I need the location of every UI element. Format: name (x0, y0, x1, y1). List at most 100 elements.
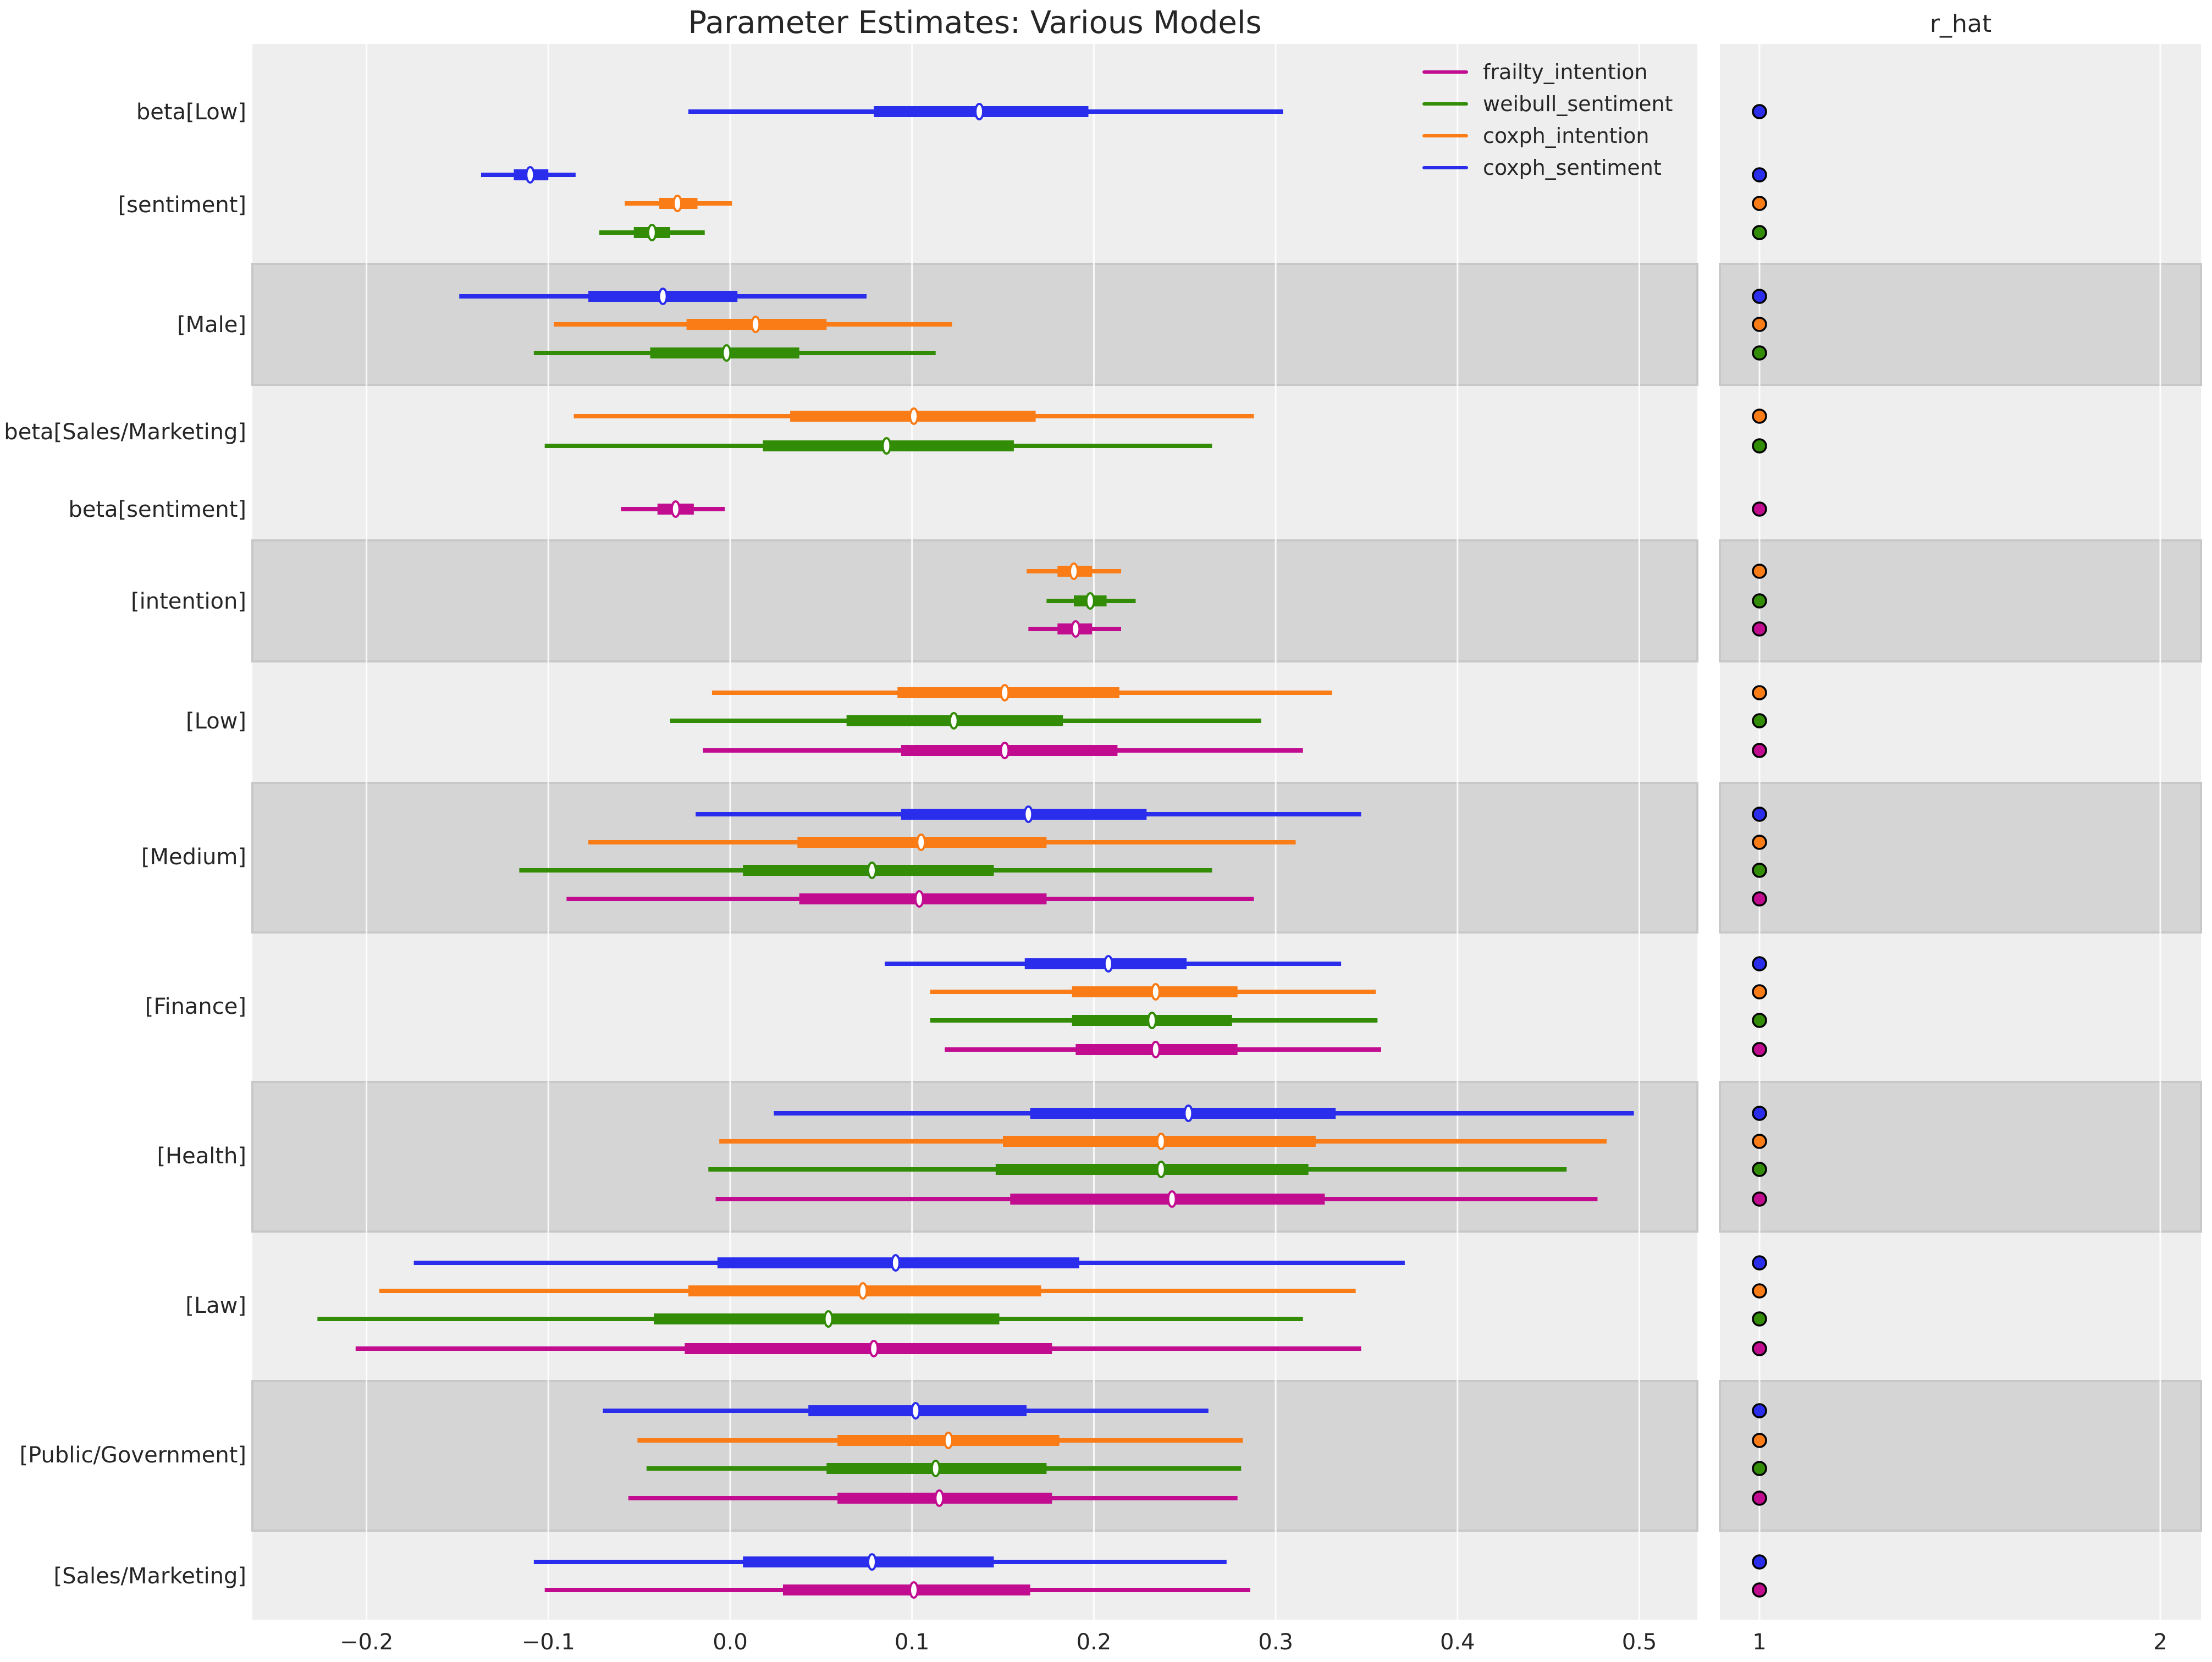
rhat-point-coxph_intention (1752, 564, 1767, 579)
median-marker (934, 1489, 945, 1507)
median-marker (930, 1460, 941, 1477)
rhat-point-weibull_sentiment (1752, 713, 1767, 728)
median-marker (1150, 983, 1161, 1001)
median-marker (867, 1553, 877, 1571)
legend: frailty_intention weibull_sentiment coxph_… (1422, 60, 1673, 180)
median-marker (658, 288, 668, 305)
x-tick-label: 0.3 (1258, 1630, 1293, 1655)
interval-frailty_intention (621, 500, 725, 518)
x-tick-label: 0.2 (1077, 1630, 1112, 1655)
rhat-point-weibull_sentiment (1752, 225, 1767, 240)
legend-item-coxph_sentiment: coxph_sentiment (1422, 156, 1662, 180)
interval-coxph_intention (711, 684, 1332, 702)
interval-frailty_intention (703, 742, 1303, 759)
interval-coxph_intention (637, 1432, 1243, 1449)
shaded-band (251, 1081, 1698, 1233)
interval-coxph_sentiment (481, 166, 576, 184)
rhat-point-frailty_intention (1752, 1582, 1767, 1598)
interval-weibull_sentiment (646, 1460, 1242, 1477)
y-label: [Medium] (141, 844, 246, 870)
rhat-point-coxph_sentiment (1752, 956, 1767, 971)
rhat-point-coxph_intention (1752, 196, 1767, 211)
median-marker (909, 1581, 919, 1599)
shaded-band (251, 782, 1698, 934)
x-tick-label: 0.1 (895, 1630, 930, 1655)
rhat-point-coxph_intention (1752, 984, 1767, 1000)
rhat-point-weibull_sentiment (1752, 1162, 1767, 1177)
interval-frailty_intention (566, 890, 1254, 908)
rhat-point-coxph_sentiment (1752, 1554, 1767, 1570)
y-label: beta[Sales/Marketing] (4, 419, 246, 445)
legend-label: weibull_sentiment (1483, 92, 1673, 116)
y-label: beta[Low] (136, 100, 246, 125)
median-marker (525, 166, 536, 184)
x-tick-label: −0.1 (522, 1630, 575, 1655)
rhat-point-weibull_sentiment (1752, 1461, 1767, 1476)
interval-coxph_sentiment (696, 805, 1361, 823)
rhat-point-weibull_sentiment (1752, 593, 1767, 609)
legend-label: coxph_sentiment (1483, 156, 1662, 180)
main-forest-panel (251, 44, 1698, 1620)
interval-weibull_sentiment (930, 1012, 1378, 1029)
interval-frailty_intention (1028, 620, 1122, 638)
interval-coxph_sentiment (688, 103, 1283, 120)
rhat-shaded-band (1719, 539, 2202, 662)
rhat-point-coxph_intention (1752, 1134, 1767, 1149)
median-marker (751, 316, 761, 333)
interval-coxph_intention (1027, 562, 1122, 580)
x-tick-label: 0.5 (1622, 1630, 1657, 1655)
rhat-panel (1719, 44, 2202, 1620)
rhat-point-frailty_intention (1752, 743, 1767, 758)
interval-weibull_sentiment (317, 1310, 1303, 1328)
rhat-shaded-band (1719, 1380, 2202, 1532)
y-label: [Health] (157, 1144, 246, 1169)
rhat-point-coxph_sentiment (1752, 167, 1767, 183)
legend-label: frailty_intention (1483, 60, 1648, 84)
median-marker (1000, 684, 1010, 702)
median-marker (911, 1402, 921, 1420)
median-marker (1150, 1041, 1161, 1058)
rhat-point-frailty_intention (1752, 1341, 1767, 1356)
rhat-point-frailty_intention (1752, 1490, 1767, 1506)
interval-coxph_sentiment (774, 1105, 1634, 1122)
rhat-point-coxph_sentiment (1752, 1106, 1767, 1121)
x-tick-label: 0.0 (713, 1630, 748, 1655)
median-marker (881, 437, 892, 455)
rhat-point-weibull_sentiment (1752, 1013, 1767, 1028)
interval-weibull_sentiment (1046, 592, 1136, 610)
median-marker (916, 833, 926, 851)
interval-coxph_sentiment (603, 1402, 1209, 1420)
rhat-point-coxph_sentiment (1752, 289, 1767, 304)
legend-label: coxph_intention (1483, 124, 1649, 148)
rhat-point-weibull_sentiment (1752, 863, 1767, 878)
median-marker (1167, 1190, 1177, 1208)
shaded-band (251, 539, 1698, 662)
rhat-point-coxph_sentiment (1752, 1255, 1767, 1271)
rhat-point-frailty_intention (1752, 501, 1767, 517)
median-marker (1147, 1012, 1157, 1029)
shaded-band (251, 1380, 1698, 1532)
x-axis-ticks: −0.2 −0.1 0.0 0.1 0.2 0.3 0.4 0.5 1 2 (340, 1630, 2167, 1655)
interval-coxph_intention (573, 407, 1254, 425)
median-marker (823, 1310, 834, 1328)
interval-frailty_intention (628, 1489, 1238, 1507)
median-marker (1023, 805, 1034, 823)
rhat-point-coxph_sentiment (1752, 807, 1767, 822)
interval-coxph_sentiment (413, 1254, 1405, 1272)
median-marker (1156, 1133, 1166, 1150)
median-marker (1000, 742, 1010, 759)
rhat-shaded-band (1719, 1081, 2202, 1233)
rhat-shaded-band (1719, 263, 2202, 386)
rhat-point-frailty_intention (1752, 1042, 1767, 1057)
median-marker (647, 224, 657, 241)
median-marker (1069, 562, 1079, 580)
median-marker (943, 1432, 953, 1449)
interval-weibull_sentiment (599, 224, 705, 241)
median-marker (909, 407, 919, 425)
y-label: [Low] (186, 709, 246, 734)
rhat-point-weibull_sentiment (1752, 438, 1767, 454)
median-marker (1071, 620, 1081, 638)
y-label: beta[sentiment] (68, 497, 246, 522)
legend-item-coxph_intention: coxph_intention (1422, 124, 1649, 148)
